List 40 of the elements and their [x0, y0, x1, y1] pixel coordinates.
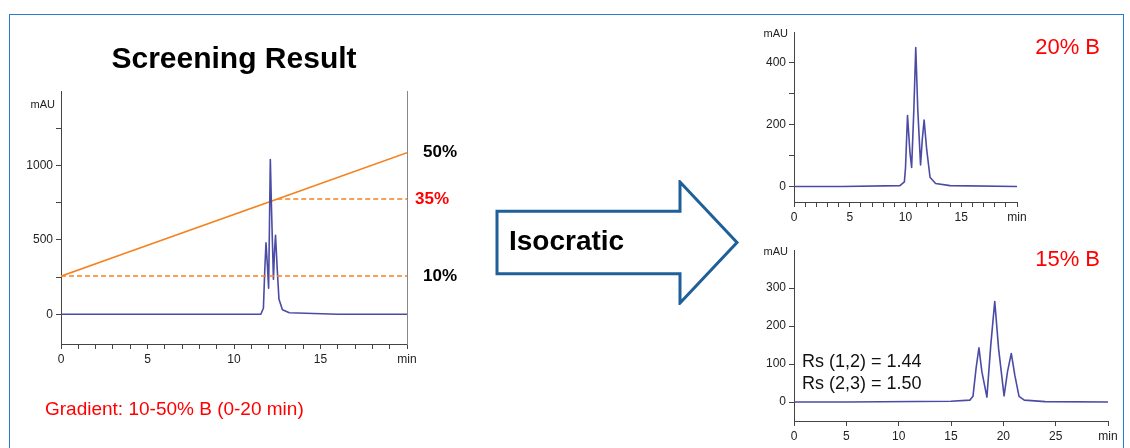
- y-tick-label: 500: [32, 232, 54, 247]
- x-tick-label: 10: [891, 428, 906, 443]
- annotation: Rs (2,3) = 1.50: [802, 372, 922, 393]
- x-tick-label: min: [1007, 209, 1027, 224]
- x-tick-label: 0: [790, 428, 798, 443]
- y2-tick-label: 50%: [423, 142, 458, 162]
- x-tick-label: 10: [227, 351, 241, 366]
- x-tick-label: 15: [944, 428, 958, 443]
- x-tick-label: 10: [898, 209, 913, 224]
- y-tick-label: 300: [765, 280, 787, 295]
- x-tick-label: min: [397, 351, 417, 366]
- chart-title: 15% B: [1035, 246, 1100, 272]
- x-tick-label: 20: [996, 428, 1011, 443]
- x-tick-label: 15: [313, 351, 328, 366]
- y-axis-title: mAU: [763, 244, 789, 257]
- x-tick-label: 5: [144, 351, 152, 366]
- y-tick-label: 0: [779, 394, 787, 409]
- x-tick-label: 0: [790, 209, 798, 224]
- x-tick-label: 5: [846, 209, 854, 224]
- x-tick-label: 0: [57, 351, 65, 366]
- y-tick-label: 200: [765, 117, 787, 132]
- text: 20% B: [1035, 34, 1100, 60]
- x-tick-label: 5: [842, 428, 850, 443]
- x-tick-label: 15: [954, 209, 969, 224]
- x-tick-label: 25: [1048, 428, 1063, 443]
- y-axis-title: mAU: [763, 26, 789, 39]
- chart-title: Screening Result: [111, 41, 357, 75]
- y-axis-title: mAU: [30, 97, 56, 110]
- annotation: Rs (1,2) = 1.44: [802, 350, 922, 371]
- y-tick-label: 0: [779, 178, 787, 193]
- y-tick-label: 400: [765, 55, 787, 70]
- text: Gradient: 10-50% B (0-20 min): [45, 398, 304, 420]
- x-tick-label: min: [1098, 428, 1118, 443]
- y2-tick-label: 10%: [423, 265, 458, 285]
- y-tick-label: 0: [46, 306, 54, 321]
- text: Isocratic: [509, 224, 625, 257]
- ref-line-label: 35%: [415, 188, 450, 208]
- y-tick-label: 1000: [26, 157, 54, 172]
- y-tick-label: 100: [765, 356, 787, 371]
- y-tick-label: 200: [765, 318, 787, 333]
